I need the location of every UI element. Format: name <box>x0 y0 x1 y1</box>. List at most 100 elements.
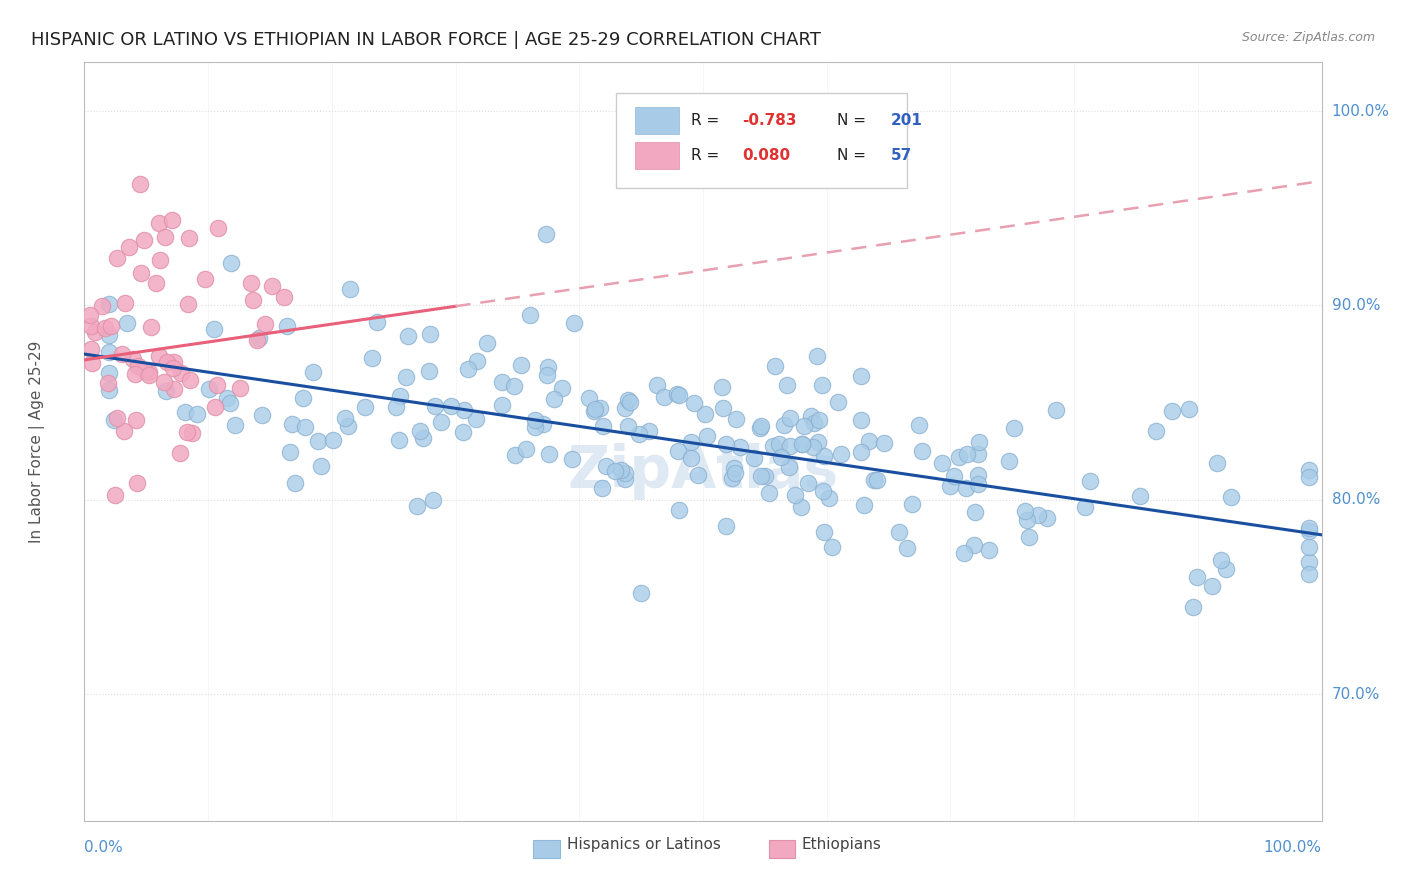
Point <box>1177 402 1199 417</box>
Point <box>811 377 834 392</box>
Point <box>105 410 128 425</box>
Point <box>1298 521 1320 535</box>
Point <box>830 447 852 461</box>
Point <box>98 366 121 380</box>
Point <box>366 315 388 329</box>
Text: 0.0%: 0.0% <box>84 839 124 855</box>
Point <box>956 447 979 461</box>
FancyBboxPatch shape <box>636 107 679 135</box>
Point <box>851 413 873 427</box>
Point <box>721 471 744 485</box>
Point <box>127 359 149 373</box>
Point <box>353 400 375 414</box>
Point <box>156 355 179 369</box>
Point <box>105 251 128 265</box>
Point <box>630 586 652 600</box>
FancyBboxPatch shape <box>636 142 679 169</box>
Point <box>148 349 170 363</box>
Point <box>292 392 315 406</box>
Point <box>853 498 876 512</box>
Point <box>997 453 1019 467</box>
Point <box>1036 511 1059 525</box>
Point <box>94 320 117 334</box>
Point <box>969 435 991 450</box>
Point <box>177 297 200 311</box>
Point <box>654 390 676 404</box>
Point <box>155 229 177 244</box>
Point <box>419 327 441 342</box>
Point <box>1201 579 1223 593</box>
Point <box>1045 403 1067 417</box>
Point <box>519 309 541 323</box>
Point <box>589 401 612 415</box>
Point <box>1002 421 1025 435</box>
Point <box>250 408 273 422</box>
Point <box>769 450 792 464</box>
Text: 0.080: 0.080 <box>742 148 790 163</box>
Text: R =: R = <box>690 113 724 128</box>
Text: 100.0%: 100.0% <box>1264 839 1322 855</box>
Point <box>645 378 668 392</box>
Point <box>301 365 323 379</box>
Point <box>668 387 690 401</box>
Point <box>1160 404 1182 418</box>
Point <box>1015 513 1038 527</box>
Point <box>98 383 121 397</box>
Point <box>322 434 344 448</box>
Point <box>229 381 252 395</box>
Point <box>749 419 772 434</box>
Point <box>430 415 453 429</box>
Point <box>728 440 751 454</box>
Point <box>131 266 153 280</box>
Point <box>418 364 440 378</box>
Point <box>204 401 226 415</box>
Point <box>711 380 734 394</box>
Point <box>666 387 689 401</box>
Point <box>790 437 813 451</box>
Point <box>627 427 650 442</box>
Point <box>179 231 201 245</box>
Point <box>616 393 638 408</box>
Point <box>817 491 839 505</box>
Point <box>503 448 526 462</box>
Point <box>948 450 970 464</box>
Point <box>339 282 361 296</box>
Point <box>169 445 191 459</box>
Point <box>763 359 786 373</box>
Point <box>613 401 636 415</box>
Point <box>1209 553 1232 567</box>
Point <box>148 216 170 230</box>
Point <box>202 322 225 336</box>
Point <box>543 392 565 406</box>
Point <box>115 317 138 331</box>
Point <box>125 412 148 426</box>
Point <box>523 413 546 427</box>
Point <box>858 434 880 449</box>
Point <box>851 445 873 459</box>
FancyBboxPatch shape <box>616 93 907 187</box>
Point <box>1185 570 1208 584</box>
Point <box>714 437 737 451</box>
Point <box>103 412 125 426</box>
Point <box>205 378 228 392</box>
Point <box>100 318 122 333</box>
Point <box>1026 508 1049 522</box>
Point <box>337 418 360 433</box>
Point <box>724 466 747 480</box>
Point <box>170 366 193 380</box>
Point <box>423 400 446 414</box>
Point <box>938 479 960 493</box>
Point <box>1298 469 1320 483</box>
Point <box>749 421 772 435</box>
Point <box>155 384 177 398</box>
Point <box>385 400 408 414</box>
Point <box>887 525 910 540</box>
Point <box>80 319 103 334</box>
Point <box>396 328 419 343</box>
Point <box>247 331 270 345</box>
Point <box>536 368 558 383</box>
Text: HISPANIC OR LATINO VS ETHIOPIAN IN LABOR FORCE | AGE 25-29 CORRELATION CHART: HISPANIC OR LATINO VS ETHIOPIAN IN LABOR… <box>31 31 821 49</box>
Point <box>98 345 121 359</box>
Text: -0.783: -0.783 <box>742 113 797 128</box>
Point <box>821 540 844 554</box>
